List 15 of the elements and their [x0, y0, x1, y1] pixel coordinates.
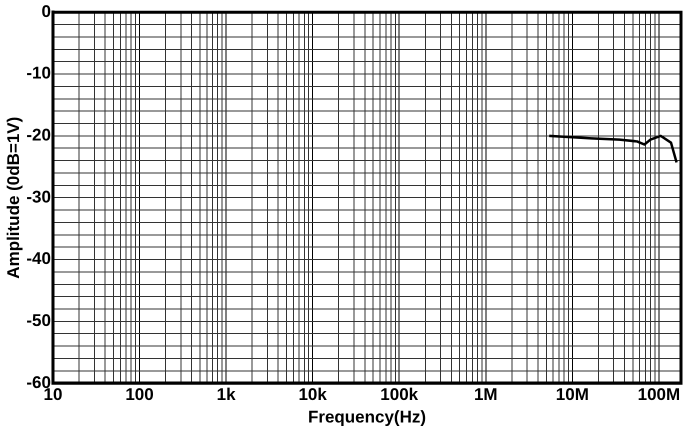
x-tick-label: 10k	[298, 385, 328, 404]
x-axis-title: Frequency(Hz)	[308, 407, 426, 426]
x-tick-label: 1M	[474, 385, 498, 404]
x-tick-label: 10M	[556, 385, 589, 404]
x-tick-label: 100	[125, 385, 154, 404]
y-tick-label: -10	[26, 64, 51, 83]
y-tick-label: 0	[42, 2, 51, 21]
y-tick-label: -50	[26, 311, 51, 330]
y-tick-label: -40	[26, 249, 51, 268]
x-tick-label: 1k	[216, 385, 236, 404]
y-tick-label: -20	[26, 126, 51, 145]
x-tick-label: 100k	[380, 385, 419, 404]
y-tick-label: -30	[26, 187, 51, 206]
y-axis-title: Amplitude (0dB=1V)	[4, 116, 23, 279]
x-tick-label: 100M	[638, 385, 680, 404]
